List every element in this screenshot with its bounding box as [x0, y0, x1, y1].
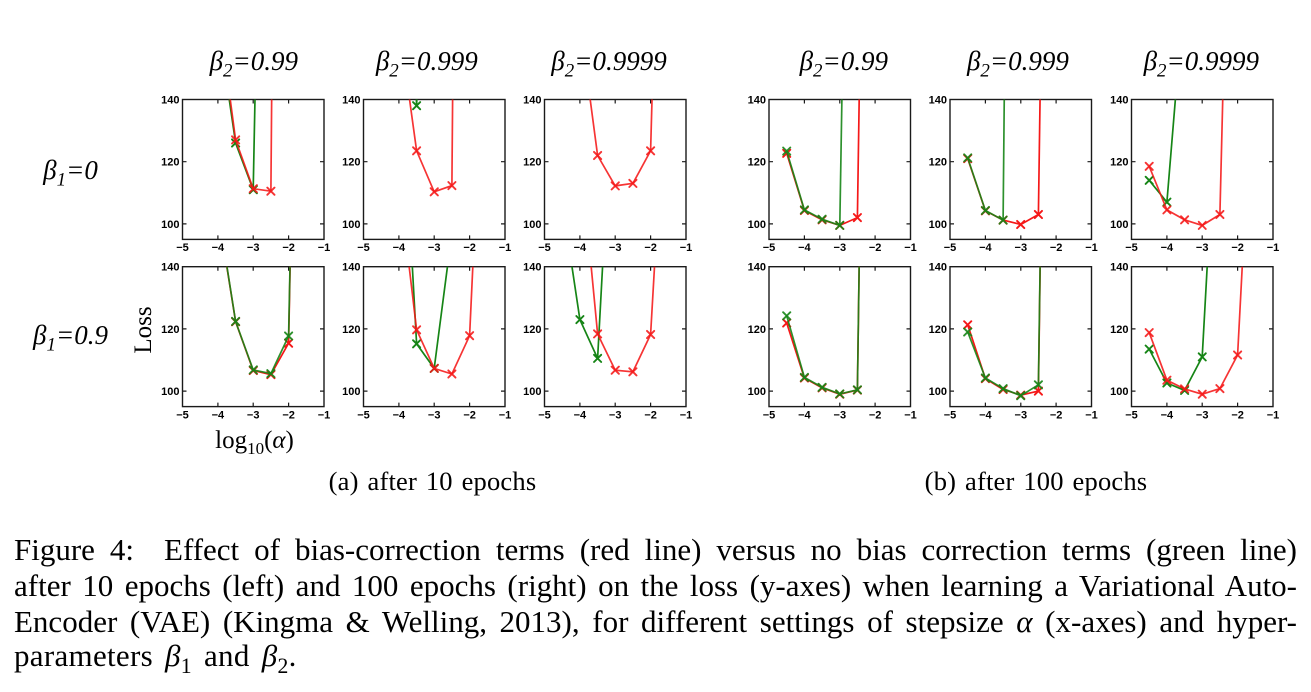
svg-text:120: 120	[523, 157, 541, 169]
svg-text:140: 140	[1110, 95, 1128, 107]
svg-text:−5: −5	[357, 409, 370, 421]
svg-text:140: 140	[342, 95, 360, 107]
svg-text:−2: −2	[282, 409, 295, 421]
svg-text:−5: −5	[1125, 242, 1138, 254]
svg-text:−3: −3	[428, 242, 441, 254]
svg-text:−5: −5	[763, 409, 776, 421]
svg-text:100: 100	[523, 386, 541, 398]
svg-text:−1: −1	[1085, 409, 1098, 421]
svg-text:−1: −1	[680, 242, 693, 254]
svg-text:120: 120	[523, 324, 541, 336]
svg-text:−2: −2	[869, 409, 882, 421]
svg-text:120: 120	[342, 157, 360, 169]
svg-text:−4: −4	[212, 242, 225, 254]
svg-text:−1: −1	[499, 409, 512, 421]
svg-text:100: 100	[748, 219, 766, 231]
svg-text:−4: −4	[574, 242, 587, 254]
svg-text:140: 140	[161, 95, 179, 107]
svg-text:−3: −3	[1015, 409, 1028, 421]
svg-text:−5: −5	[538, 409, 551, 421]
svg-text:−3: −3	[247, 409, 260, 421]
svg-text:−2: −2	[1050, 409, 1063, 421]
svg-text:−4: −4	[393, 242, 406, 254]
svg-text:−3: −3	[1196, 242, 1209, 254]
svg-text:140: 140	[748, 262, 766, 274]
svg-text:−3: −3	[1015, 242, 1028, 254]
svg-text:−4: −4	[798, 242, 811, 254]
svg-text:100: 100	[748, 386, 766, 398]
svg-text:−1: −1	[904, 409, 917, 421]
svg-text:100: 100	[929, 219, 947, 231]
svg-text:120: 120	[929, 324, 947, 336]
svg-text:100: 100	[1110, 219, 1128, 231]
svg-text:−4: −4	[212, 409, 225, 421]
svg-text:−3: −3	[834, 409, 847, 421]
svg-text:100: 100	[161, 219, 179, 231]
svg-text:100: 100	[161, 386, 179, 398]
svg-text:100: 100	[342, 219, 360, 231]
svg-text:140: 140	[523, 95, 541, 107]
svg-text:−1: −1	[499, 242, 512, 254]
svg-text:−1: −1	[680, 409, 693, 421]
svg-text:−4: −4	[1161, 242, 1174, 254]
svg-text:−2: −2	[644, 409, 657, 421]
svg-text:−5: −5	[357, 242, 370, 254]
svg-text:−1: −1	[318, 242, 331, 254]
svg-text:−3: −3	[609, 409, 622, 421]
svg-text:100: 100	[342, 386, 360, 398]
svg-text:−2: −2	[1231, 409, 1244, 421]
svg-text:100: 100	[1110, 386, 1128, 398]
svg-text:140: 140	[929, 95, 947, 107]
svg-text:−5: −5	[176, 242, 189, 254]
svg-text:−5: −5	[538, 242, 551, 254]
svg-text:140: 140	[342, 262, 360, 274]
svg-text:−3: −3	[609, 242, 622, 254]
svg-text:−3: −3	[834, 242, 847, 254]
svg-text:−5: −5	[1125, 409, 1138, 421]
svg-text:−3: −3	[1196, 409, 1209, 421]
svg-text:−1: −1	[1267, 242, 1280, 254]
svg-text:−4: −4	[574, 409, 587, 421]
svg-text:−1: −1	[1085, 242, 1098, 254]
svg-text:120: 120	[342, 324, 360, 336]
svg-text:−3: −3	[247, 242, 260, 254]
svg-text:100: 100	[523, 219, 541, 231]
svg-text:−5: −5	[944, 409, 957, 421]
svg-text:−5: −5	[176, 409, 189, 421]
svg-text:−2: −2	[644, 242, 657, 254]
svg-text:140: 140	[161, 262, 179, 274]
svg-text:140: 140	[929, 262, 947, 274]
svg-text:−2: −2	[1231, 242, 1244, 254]
svg-text:−2: −2	[1050, 242, 1063, 254]
svg-text:120: 120	[1110, 157, 1128, 169]
svg-text:120: 120	[1110, 324, 1128, 336]
svg-text:−2: −2	[463, 409, 476, 421]
svg-text:−4: −4	[798, 409, 811, 421]
svg-text:−1: −1	[904, 242, 917, 254]
svg-text:120: 120	[748, 157, 766, 169]
svg-text:−5: −5	[944, 242, 957, 254]
svg-text:140: 140	[523, 262, 541, 274]
svg-text:−1: −1	[1267, 409, 1280, 421]
svg-text:−2: −2	[463, 242, 476, 254]
svg-text:−2: −2	[869, 242, 882, 254]
svg-text:−4: −4	[979, 409, 992, 421]
svg-text:140: 140	[748, 95, 766, 107]
svg-text:140: 140	[1110, 262, 1128, 274]
svg-text:−4: −4	[393, 409, 406, 421]
svg-text:−1: −1	[318, 409, 331, 421]
svg-text:120: 120	[161, 324, 179, 336]
svg-text:−4: −4	[1161, 409, 1174, 421]
svg-text:120: 120	[161, 157, 179, 169]
svg-text:−4: −4	[979, 242, 992, 254]
svg-text:120: 120	[929, 157, 947, 169]
svg-text:−3: −3	[428, 409, 441, 421]
svg-text:120: 120	[748, 324, 766, 336]
svg-text:100: 100	[929, 386, 947, 398]
svg-text:−2: −2	[282, 242, 295, 254]
svg-text:−5: −5	[763, 242, 776, 254]
